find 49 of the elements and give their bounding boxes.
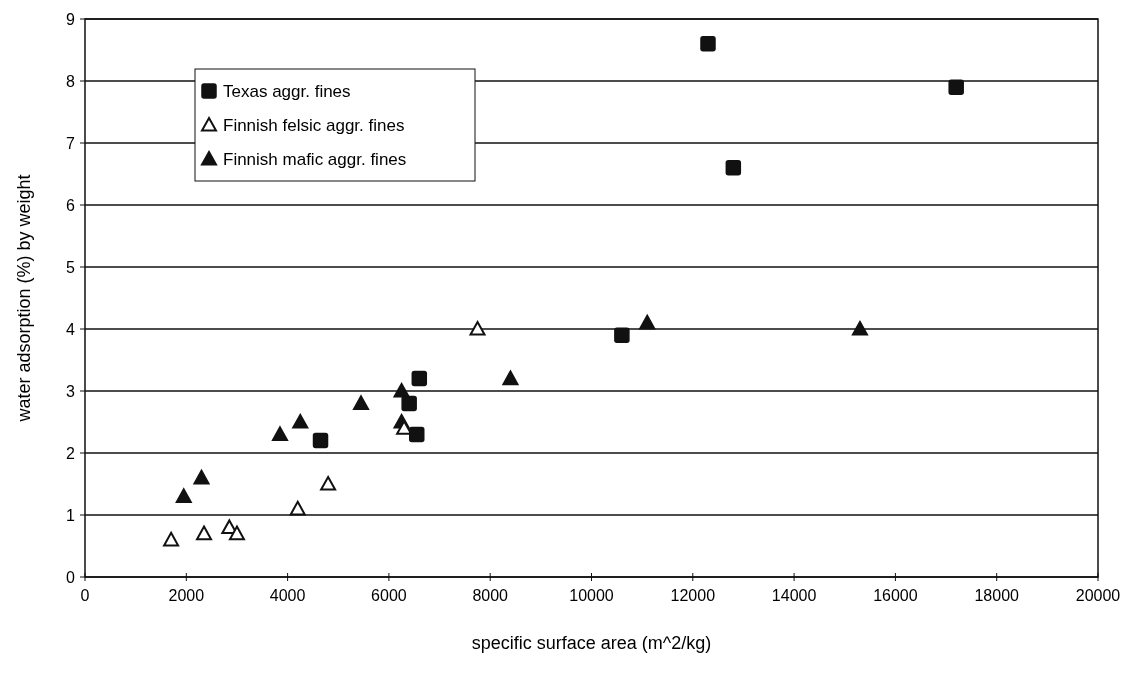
point <box>292 414 309 429</box>
point <box>163 531 180 547</box>
x-tick-label: 18000 <box>974 587 1020 604</box>
x-tick-label: 4000 <box>269 587 306 604</box>
point <box>502 370 519 386</box>
point <box>639 314 656 330</box>
point <box>228 525 245 541</box>
point <box>409 426 425 443</box>
point <box>353 395 370 410</box>
x-tick-label: 14000 <box>771 587 817 604</box>
x-tick-label: 6000 <box>371 587 407 604</box>
y-tick-label: 8 <box>66 73 76 90</box>
point <box>725 160 742 176</box>
x-tick-label: 8000 <box>472 587 509 604</box>
x-tick-label: 12000 <box>670 587 716 604</box>
legend-label: Finnish mafic aggr. fines <box>223 150 407 169</box>
y-tick-label: 1 <box>66 507 76 524</box>
legend-label: Finnish felsic aggr. fines <box>223 116 405 135</box>
y-tick-label: 6 <box>66 197 76 214</box>
point <box>193 469 210 485</box>
x-tick-label: 20000 <box>1075 587 1121 604</box>
point <box>289 500 306 516</box>
point <box>411 370 428 387</box>
x-axis-title: specific surface area (m^2/kg) <box>471 633 712 653</box>
point <box>948 79 964 95</box>
point <box>700 36 716 52</box>
y-tick-label: 0 <box>66 569 76 586</box>
x-tick-label: 2000 <box>168 587 205 604</box>
y-tick-label: 4 <box>66 321 76 338</box>
point <box>175 488 192 503</box>
point <box>851 321 868 336</box>
y-tick-label: 9 <box>66 11 76 28</box>
x-tick-label: 0 <box>80 587 90 604</box>
x-tick-label: 10000 <box>569 587 614 604</box>
point <box>401 395 417 412</box>
point <box>312 432 329 449</box>
point <box>272 426 288 441</box>
y-tick-label: 5 <box>66 259 76 276</box>
point <box>320 476 337 491</box>
x-tick-label: 16000 <box>873 587 918 604</box>
point <box>469 321 486 336</box>
point <box>393 383 410 398</box>
legend-label: Texas aggr. fines <box>223 82 351 101</box>
y-tick-label: 2 <box>66 445 76 462</box>
y-tick-label: 7 <box>66 135 76 152</box>
y-axis-title: water adsorption (%) by weight <box>14 174 34 423</box>
point <box>614 327 630 343</box>
y-tick-label: 3 <box>66 383 76 400</box>
point <box>196 525 213 541</box>
